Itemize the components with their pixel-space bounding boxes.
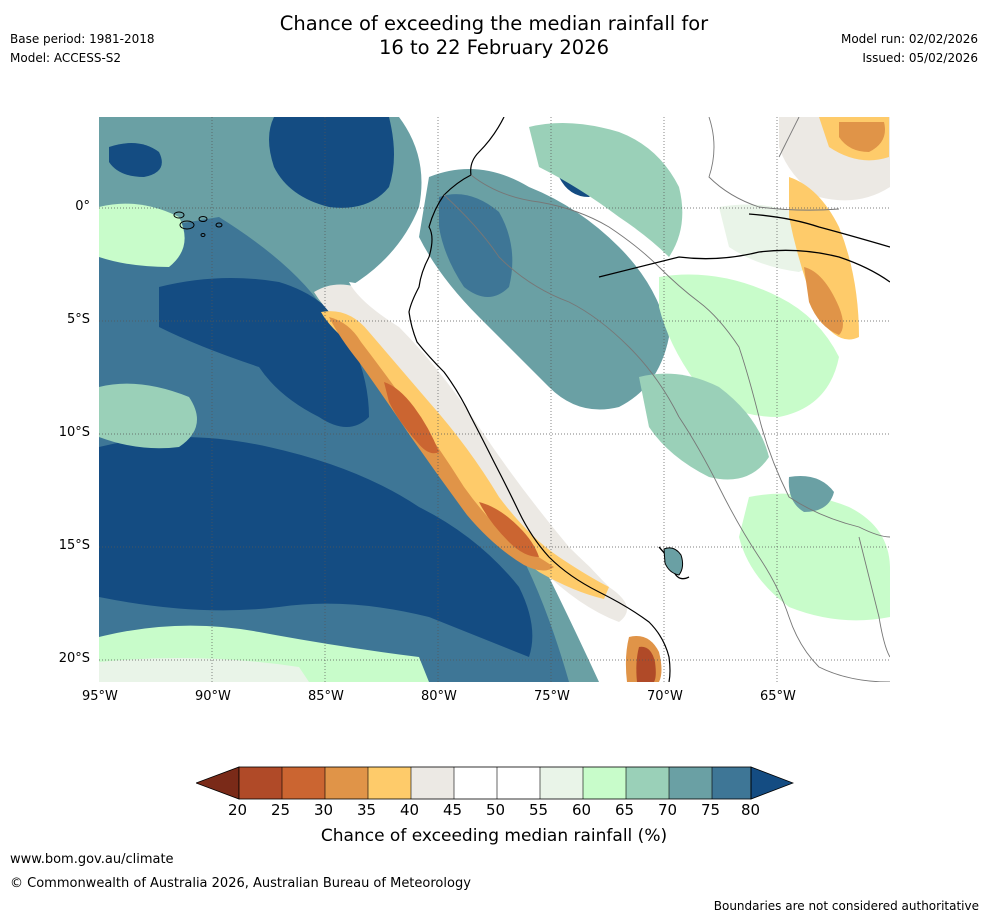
- lon-tick-90w: 90°W: [195, 689, 231, 704]
- colorbar-bin-50-55: [497, 767, 540, 799]
- lat-tick-5s: 5°S: [66, 312, 90, 327]
- lon-tick-95w: 95°W: [82, 689, 118, 704]
- lon-tick-70w: 70°W: [647, 689, 683, 704]
- dry-south-patch-20: [636, 646, 656, 682]
- colorbar-tick-60: 60: [572, 801, 592, 819]
- northeast-dry-30: [804, 122, 885, 335]
- bom-url-link[interactable]: www.bom.gov.au/climate: [10, 852, 174, 867]
- dry-band-25: [384, 382, 539, 557]
- colorbar-bin-30-35: [325, 767, 368, 799]
- lake-titicaca: [663, 547, 684, 576]
- lon-tick-65w: 65°W: [760, 689, 796, 704]
- colorbar-tick-80: 80: [741, 801, 761, 819]
- ocean-field-65-west: [99, 383, 197, 449]
- inland-field-75: [439, 194, 513, 297]
- rainfall-map: [99, 117, 890, 682]
- issued-text: Issued: 05/02/2026: [862, 51, 978, 65]
- copyright-text: © Commonwealth of Australia 2026, Austra…: [10, 876, 471, 891]
- inland-field-65: [529, 123, 683, 257]
- lat-tick-10s: 10°S: [58, 425, 90, 440]
- colorbar-tick-25: 25: [271, 801, 291, 819]
- base-period-text: Base period: 1981-2018: [10, 32, 155, 46]
- colorbar-bin-65-70: [626, 767, 669, 799]
- title-line-1: Chance of exceeding the median rainfall …: [279, 12, 709, 35]
- ocean-field-80-north: [269, 117, 394, 208]
- page-title: Chance of exceeding the median rainfall …: [0, 12, 988, 60]
- colorbar-bin-25-30: [282, 767, 325, 799]
- ocean-field-80-northwest: [109, 143, 162, 177]
- coastal-white-band: [349, 282, 652, 609]
- colorbar-bin-20-25: [239, 767, 282, 799]
- ocean-field-80-central: [159, 278, 369, 427]
- model-text: Model: ACCESS-S2: [10, 51, 122, 65]
- colorbar-bin-60-65: [583, 767, 626, 799]
- lon-tick-85w: 85°W: [308, 689, 344, 704]
- colorbar-tick-65: 65: [615, 801, 635, 819]
- inland-field-70-east: [788, 476, 834, 512]
- colorbar-tick-40: 40: [400, 801, 420, 819]
- dry-band-35: [321, 311, 609, 599]
- colorbar-tick-55: 55: [529, 801, 549, 819]
- lon-tick-75w: 75°W: [534, 689, 570, 704]
- colorbar-tick-70: 70: [658, 801, 678, 819]
- lat-tick-0: 0°: [75, 199, 90, 214]
- colorbar-bin-70-75: [669, 767, 712, 799]
- inland-field-65-east: [639, 373, 769, 480]
- colorbar-title: Chance of exceeding median rainfall (%): [320, 826, 668, 846]
- colorbar-tick-20: 20: [228, 801, 248, 819]
- colorbar-tick-30: 30: [314, 801, 334, 819]
- colorbar-bin-55-60: [540, 767, 583, 799]
- lat-tick-20s: 20°S: [58, 651, 90, 666]
- dry-band-30: [329, 317, 554, 571]
- colorbar-outline: [238, 766, 752, 800]
- colorbar-dividers: [281, 767, 713, 799]
- coastline: [408, 117, 671, 682]
- colorbar-tick-75: 75: [701, 801, 721, 819]
- colorbar-extend-high: [750, 766, 794, 800]
- colorbar-tick-35: 35: [357, 801, 377, 819]
- boundaries-disclaimer: Boundaries are not considered authoritat…: [713, 899, 979, 913]
- title-line-2: 16 to 22 February 2026: [378, 36, 610, 59]
- lon-tick-80w: 80°W: [421, 689, 457, 704]
- country-borders: [443, 117, 890, 682]
- colorbar-bin-75-80: [712, 767, 751, 799]
- colorbar-bin-45-50: [454, 767, 497, 799]
- model-run-text: Model run: 02/02/2026: [840, 32, 978, 46]
- colorbar-bin-40-45: [411, 767, 454, 799]
- colorbar-extend-low: [196, 766, 240, 800]
- ocean-field-55-bottom: [99, 658, 309, 682]
- lat-tick-15s: 15°S: [58, 538, 90, 553]
- colorbar-bin-35-40: [368, 767, 411, 799]
- colorbar: [196, 766, 794, 800]
- colorbar-tick-50: 50: [486, 801, 506, 819]
- galapagos-islands: [173, 211, 223, 237]
- colorbar-tick-45: 45: [443, 801, 463, 819]
- ocean-field-60-west: [99, 203, 185, 267]
- map-gridlines: [99, 117, 890, 682]
